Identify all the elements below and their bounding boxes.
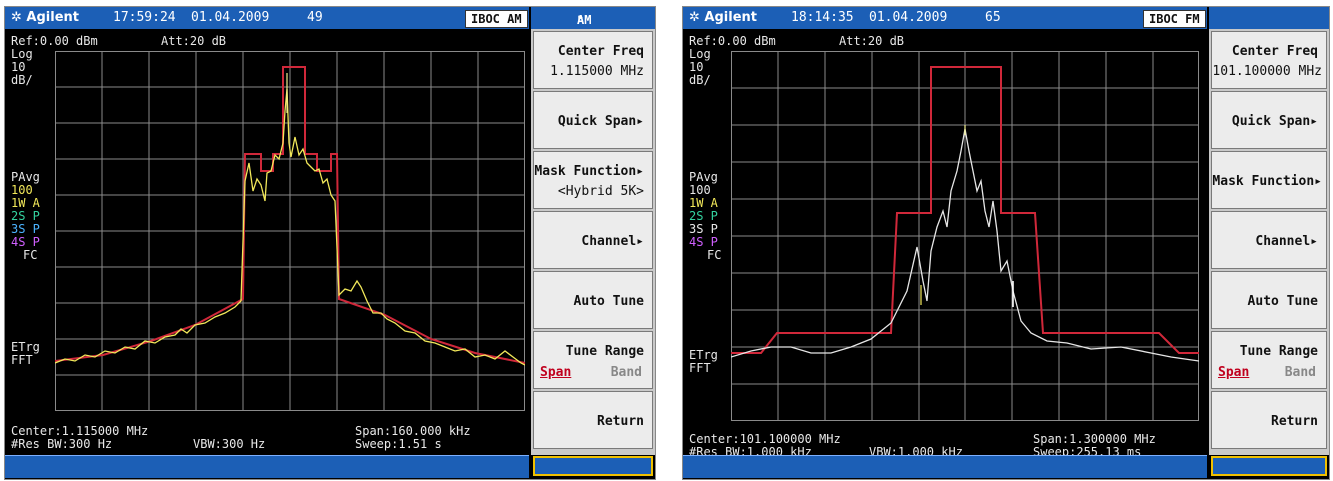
channel-softkey[interactable]: Channel▸ [1211, 211, 1327, 269]
title-bar: ✲ Agilent 18:14:35 01.04.2009 65 IBOC FM [683, 7, 1207, 29]
agilent-logo: ✲ Agilent [689, 10, 757, 25]
auto-tune-softkey[interactable]: Auto Tune [533, 271, 653, 329]
quick-span-softkey[interactable]: Quick Span▸ [1211, 91, 1327, 149]
scale-value: 10 [11, 60, 26, 74]
center-freq-readout: Center:101.100000 MHz [689, 432, 841, 446]
span-readout: Span:1.300000 MHz [1033, 432, 1156, 446]
status-bar [5, 455, 529, 478]
mode-header: AM ▸ [531, 7, 655, 29]
channel-softkey[interactable]: Channel▸ [533, 211, 653, 269]
mode-badge: IBOC AM [465, 10, 528, 28]
tune-range-softkey[interactable]: Tune Range Span Band [1211, 331, 1327, 389]
trace-1-label: 1W A [689, 196, 718, 210]
trigger-label: ETrg [11, 340, 40, 354]
spectrum-trace [55, 88, 525, 366]
clock-time: 17:59:24 [113, 10, 176, 25]
tune-range-softkey[interactable]: Tune Range Span Band [533, 331, 653, 389]
center-freq-softkey[interactable]: Center Freq 101.100000 MHz [1211, 31, 1327, 89]
plot-grid [731, 51, 1199, 421]
spectrum-screen: Ref:0.00 dBm Att:20 dB Log 10 dB/ PAvg 1… [683, 29, 1207, 459]
sweep-count: 49 [307, 10, 323, 25]
plot-grid [55, 51, 525, 411]
spectrum-plot [731, 51, 1199, 421]
ref-level: Ref:0.00 dBm [11, 34, 98, 48]
band-option: Band [610, 365, 642, 380]
span-option: Span [1218, 365, 1250, 380]
analyzer-panel-fm: ✲ Agilent 18:14:35 01.04.2009 65 IBOC FM… [682, 6, 1330, 480]
fc-label: FC [707, 248, 722, 262]
scale-unit: dB/ [689, 73, 711, 87]
span-option: Span [540, 365, 572, 380]
attenuation: Att:20 dB [161, 34, 227, 48]
mask-function-softkey[interactable]: Mask Function▸ [1211, 151, 1327, 209]
title-bar: ✲ Agilent 17:59:24 01.04.2009 49 IBOC AM [5, 7, 529, 29]
clock-date: 01.04.2009 [869, 10, 948, 25]
center-freq-softkey[interactable]: Center Freq 1.115000 MHz [533, 31, 653, 89]
trace-3-label: 3S P [11, 222, 40, 236]
auto-tune-softkey[interactable]: Auto Tune [1211, 271, 1327, 329]
sweep-readout: Sweep:1.51 s [355, 437, 442, 451]
return-softkey[interactable]: Return [533, 391, 653, 449]
mask-limit-line [55, 66, 525, 364]
trace-2-label: 2S P [689, 209, 718, 223]
mask-function-softkey[interactable]: Mask Function▸ <Hybrid 5K> [533, 151, 653, 209]
status-bar [683, 455, 1207, 478]
trace-3-label: 3S P [689, 222, 718, 236]
spectrum-plot [55, 51, 525, 411]
scale-type: Log [689, 47, 711, 61]
mask-limit-line [731, 66, 1199, 354]
attenuation: Att:20 dB [839, 34, 905, 48]
scale-unit: dB/ [11, 73, 33, 87]
agilent-logo: ✲ Agilent [11, 10, 79, 25]
avg-count: 100 [11, 183, 33, 197]
scale-value: 10 [689, 60, 704, 74]
mode-label: AM ▸ [577, 10, 592, 27]
fft-label: FFT [689, 361, 711, 375]
clock-date: 01.04.2009 [191, 10, 270, 25]
res-bw-readout: #Res BW:300 Hz [11, 437, 113, 451]
span-readout: Span:160.000 kHz [355, 424, 471, 438]
scale-type: Log [11, 47, 33, 61]
quick-span-softkey[interactable]: Quick Span▸ [533, 91, 653, 149]
softkey-menu: Center Freq 101.100000 MHz Quick Span▸ M… [1209, 29, 1329, 455]
avg-type: PAvg [11, 170, 40, 184]
trigger-label: ETrg [689, 348, 718, 362]
band-option: Band [1284, 365, 1316, 380]
trace-4-label: 4S P [689, 235, 718, 249]
fc-label: FC [23, 248, 38, 262]
status-indicator [533, 456, 653, 476]
mode-header [1209, 7, 1329, 29]
spectrum-screen: Ref:0.00 dBm Att:20 dB Log 10 dB/ PAvg 1… [5, 29, 529, 455]
analyzer-panel-am: ✲ Agilent 17:59:24 01.04.2009 49 IBOC AM… [4, 6, 656, 480]
return-softkey[interactable]: Return [1211, 391, 1327, 449]
fft-label: FFT [11, 353, 33, 367]
status-indicator [1211, 456, 1327, 476]
sweep-count: 65 [985, 10, 1001, 25]
ref-level: Ref:0.00 dBm [689, 34, 776, 48]
vbw-readout: VBW:300 Hz [193, 437, 266, 451]
clock-time: 18:14:35 [791, 10, 854, 25]
trace-4-label: 4S P [11, 235, 40, 249]
trace-1-label: 1W A [11, 196, 40, 210]
softkey-menu: Center Freq 1.115000 MHz Quick Span▸ Mas… [531, 29, 655, 455]
mode-badge: IBOC FM [1143, 10, 1206, 28]
avg-count: 100 [689, 183, 711, 197]
trace-2-label: 2S P [11, 209, 40, 223]
center-freq-readout: Center:1.115000 MHz [11, 424, 149, 438]
avg-type: PAvg [689, 170, 718, 184]
